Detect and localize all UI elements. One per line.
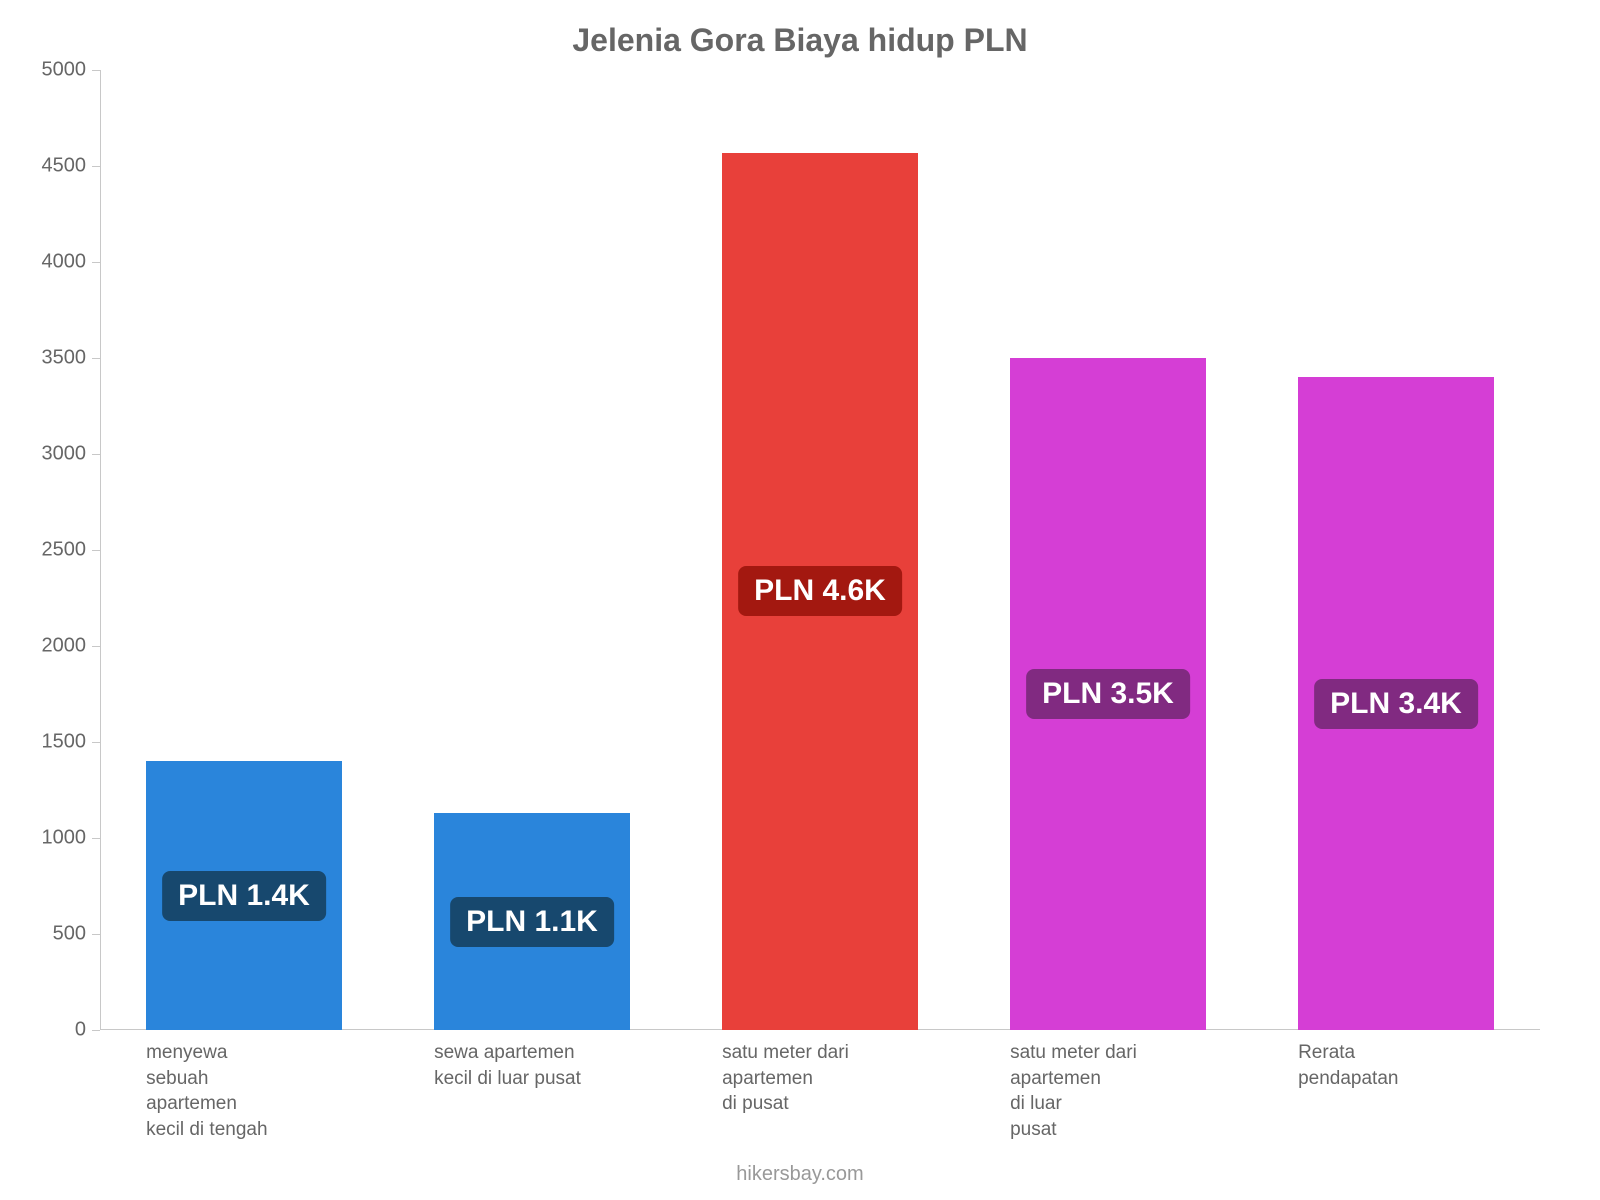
x-axis-label: menyewasebuahapartemenkecil di tengah (146, 1040, 382, 1143)
y-tick-label: 500 (53, 923, 100, 946)
chart-container: Jelenia Gora Biaya hidup PLN PLN 1.4KPLN… (0, 0, 1600, 1200)
x-axis-label: Reratapendapatan (1298, 1040, 1534, 1091)
y-tick-label: 1500 (42, 731, 101, 754)
y-tick-label: 3000 (42, 443, 101, 466)
bar-value-badge: PLN 4.6K (738, 566, 902, 616)
bar-value-badge: PLN 3.5K (1026, 669, 1190, 719)
y-tick-label: 3500 (42, 347, 101, 370)
bar: PLN 1.1K (434, 813, 630, 1030)
x-axis-label: sewa apartemenkecil di luar pusat (434, 1040, 670, 1091)
x-axis-label: satu meter dariapartemendi luarpusat (1010, 1040, 1246, 1143)
y-tick-label: 0 (75, 1019, 100, 1042)
y-tick-label: 5000 (42, 59, 101, 82)
chart-title: Jelenia Gora Biaya hidup PLN (0, 22, 1600, 59)
bars-layer: PLN 1.4K PLN 1.1K PLN 4.6K PLN 3.5K PLN 3.4K (100, 70, 1540, 1030)
bar: PLN 4.6K (722, 153, 918, 1030)
x-axis-label: satu meter dariapartemendi pusat (722, 1040, 958, 1117)
plot-area: PLN 1.4K PLN 1.1K PLN 4.6K PLN 3.5K PLN 3.4K… (100, 70, 1540, 1030)
bar: PLN 3.4K (1298, 377, 1494, 1030)
y-tick-label: 4500 (42, 155, 101, 178)
y-tick-label: 4000 (42, 251, 101, 274)
chart-footer: hikersbay.com (0, 1163, 1600, 1186)
bar: PLN 1.4K (146, 761, 342, 1030)
y-tick-label: 1000 (42, 827, 101, 850)
y-tick-label: 2500 (42, 539, 101, 562)
bar: PLN 3.5K (1010, 358, 1206, 1030)
bar-value-badge: PLN 1.1K (450, 897, 614, 947)
y-tick-label: 2000 (42, 635, 101, 658)
bar-value-badge: PLN 3.4K (1314, 679, 1478, 729)
bar-value-badge: PLN 1.4K (162, 871, 326, 921)
